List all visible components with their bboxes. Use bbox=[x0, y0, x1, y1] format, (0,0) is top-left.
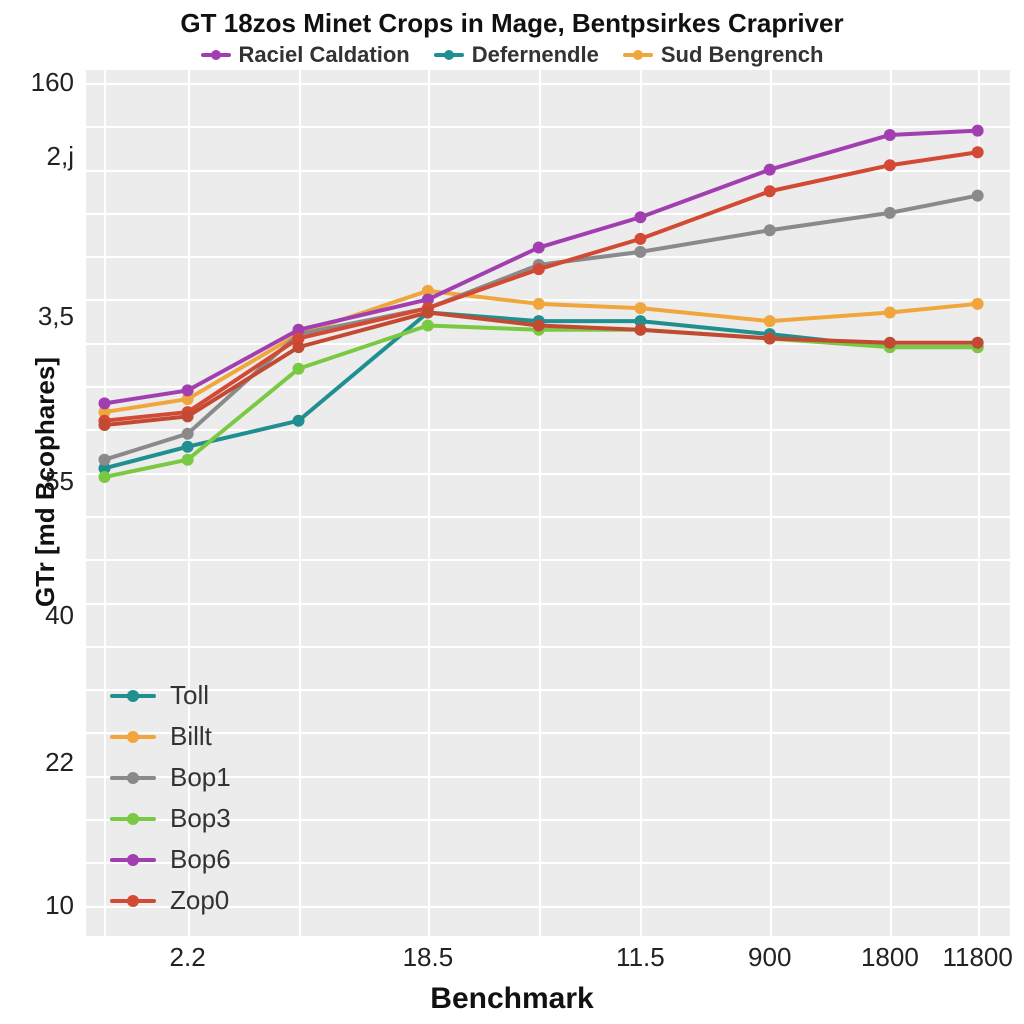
series-legend: Toll Billt Bop1 Bop3 Bop6 Zop0 bbox=[100, 662, 241, 934]
legend-dot-icon bbox=[127, 731, 139, 743]
legend-dot-icon bbox=[127, 813, 139, 825]
chart-root: GT 18zos Minet Crops in Mage, Bentpsirke… bbox=[0, 0, 1024, 1024]
legend-swatch bbox=[110, 694, 156, 698]
series-legend-item: Toll bbox=[110, 680, 231, 711]
series-marker bbox=[98, 471, 110, 483]
x-axis-label: Benchmark bbox=[0, 982, 1024, 1016]
series-marker bbox=[884, 207, 896, 219]
series-marker bbox=[182, 454, 194, 466]
series-marker bbox=[182, 410, 194, 422]
x-tick-label: 18.5 bbox=[368, 942, 488, 973]
y-tick-label: 10 bbox=[0, 890, 74, 921]
series-marker bbox=[884, 159, 896, 171]
legend-swatch bbox=[110, 776, 156, 780]
series-line bbox=[104, 325, 977, 477]
series-legend-item: Bop3 bbox=[110, 803, 231, 834]
legend-dot-icon bbox=[127, 895, 139, 907]
series-marker bbox=[422, 319, 434, 331]
series-legend-item: Billt bbox=[110, 721, 231, 752]
series-marker bbox=[972, 125, 984, 137]
y-tick-label: 160 bbox=[0, 67, 74, 98]
series-marker bbox=[884, 129, 896, 141]
series-marker bbox=[884, 337, 896, 349]
legend-dot-icon bbox=[127, 772, 139, 784]
series-marker bbox=[764, 332, 776, 344]
series-marker bbox=[293, 341, 305, 353]
legend-dot-icon bbox=[127, 690, 139, 702]
series-marker bbox=[972, 146, 984, 158]
y-tick-label: 2,j bbox=[0, 141, 74, 172]
legend-label: Toll bbox=[170, 680, 209, 711]
series-marker bbox=[764, 164, 776, 176]
legend-label: Bop1 bbox=[170, 762, 231, 793]
series-marker bbox=[634, 302, 646, 314]
series-line bbox=[104, 152, 977, 420]
legend-dot-icon bbox=[127, 854, 139, 866]
legend-label: Billt bbox=[170, 721, 212, 752]
series-marker bbox=[182, 384, 194, 396]
legend-swatch bbox=[110, 735, 156, 739]
series-marker bbox=[634, 324, 646, 336]
series-marker bbox=[634, 233, 646, 245]
legend-swatch bbox=[110, 858, 156, 862]
series-marker bbox=[972, 190, 984, 202]
legend-label: Bop6 bbox=[170, 844, 231, 875]
series-marker bbox=[182, 428, 194, 440]
x-tick-label: 11800 bbox=[918, 942, 1024, 973]
series-marker bbox=[533, 319, 545, 331]
series-marker bbox=[533, 242, 545, 254]
series-marker bbox=[293, 363, 305, 375]
x-tick-label: 900 bbox=[710, 942, 830, 973]
series-marker bbox=[972, 298, 984, 310]
series-marker bbox=[533, 263, 545, 275]
series-marker bbox=[764, 315, 776, 327]
legend-swatch bbox=[110, 899, 156, 903]
legend-swatch bbox=[110, 817, 156, 821]
series-marker bbox=[98, 419, 110, 431]
series-marker bbox=[293, 415, 305, 427]
series-marker bbox=[422, 306, 434, 318]
x-tick-label: 2.2 bbox=[128, 942, 248, 973]
x-tick-label: 11.5 bbox=[580, 942, 700, 973]
series-marker bbox=[884, 306, 896, 318]
series-marker bbox=[533, 298, 545, 310]
y-tick-label: 40 bbox=[0, 600, 74, 631]
legend-label: Bop3 bbox=[170, 803, 231, 834]
series-marker bbox=[764, 185, 776, 197]
legend-label: Zop0 bbox=[170, 885, 229, 916]
y-tick-label: 55 bbox=[0, 466, 74, 497]
series-legend-item: Bop1 bbox=[110, 762, 231, 793]
y-tick-label: 3,5 bbox=[0, 301, 74, 332]
series-marker bbox=[972, 337, 984, 349]
series-marker bbox=[98, 397, 110, 409]
series-marker bbox=[182, 441, 194, 453]
series-legend-item: Bop6 bbox=[110, 844, 231, 875]
series-marker bbox=[764, 224, 776, 236]
y-tick-label: 22 bbox=[0, 747, 74, 778]
series-marker bbox=[98, 454, 110, 466]
series-marker bbox=[634, 246, 646, 258]
series-marker bbox=[634, 211, 646, 223]
series-legend-item: Zop0 bbox=[110, 885, 231, 916]
